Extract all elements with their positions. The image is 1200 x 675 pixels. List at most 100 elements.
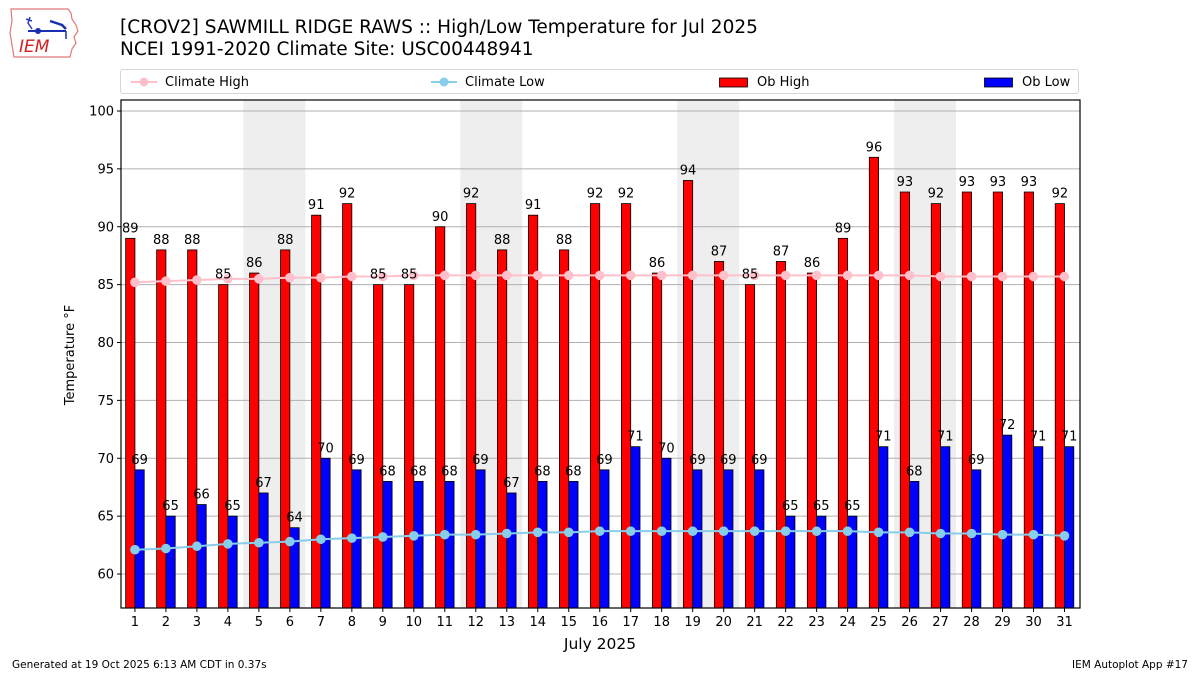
climate-high-point-day-2 xyxy=(161,276,171,286)
bar-ob-high-day-21 xyxy=(744,284,756,609)
climate-high-point-day-25 xyxy=(873,270,884,281)
y-axis-label: Temperature °F xyxy=(63,305,78,406)
label-ob-low-day-26: 68 xyxy=(906,464,923,479)
weekend-shade-day-26 xyxy=(894,100,926,608)
x-tick-label: 29 xyxy=(994,615,1011,630)
bar-ob-high-day-13 xyxy=(497,249,508,609)
x-tick-label: 11 xyxy=(437,615,454,630)
label-ob-high-day-28: 93 xyxy=(959,175,976,190)
climate-low-point-day-4 xyxy=(223,539,233,549)
y-tick-label: 70 xyxy=(97,452,114,467)
climate-low-point-day-11 xyxy=(439,529,450,540)
chart-title: [CROV2] SAWMILL RIDGE RAWS :: High/Low T… xyxy=(120,17,758,61)
label-ob-high-day-31: 92 xyxy=(1052,187,1069,202)
climate-high-line-icon xyxy=(131,77,157,87)
climate-high-point-day-12 xyxy=(470,270,481,281)
bar-ob-high-day-20 xyxy=(713,261,725,609)
bar-ob-low-day-1 xyxy=(134,469,145,609)
weekend-shade-day-5 xyxy=(243,100,275,608)
bar-ob-high-day-18 xyxy=(652,272,663,609)
bar-ob-low-day-26 xyxy=(909,480,920,609)
ob-high-patch-icon xyxy=(719,77,748,88)
climate-high-point-day-6 xyxy=(285,272,295,283)
climate-high-point-day-10 xyxy=(409,270,419,281)
bars xyxy=(125,156,1075,609)
label-ob-low-day-10: 68 xyxy=(410,464,427,479)
bar-ob-high-day-23 xyxy=(806,272,818,609)
plot-frame xyxy=(120,99,1081,609)
x-tick-label: 18 xyxy=(653,615,670,630)
bar-ob-high-day-6 xyxy=(280,249,291,609)
label-ob-low-day-5: 67 xyxy=(255,476,272,491)
climate-high-point-day-17 xyxy=(625,270,636,281)
climate-low-point-day-5 xyxy=(254,537,264,548)
label-ob-low-day-27: 71 xyxy=(937,430,954,445)
x-tick-label: 26 xyxy=(901,615,918,630)
title-line-1: [CROV2] SAWMILL RIDGE RAWS :: High/Low T… xyxy=(120,17,758,38)
x-tick-label: 22 xyxy=(777,615,794,630)
label-ob-high-day-25: 96 xyxy=(866,140,883,155)
bar-ob-low-day-7 xyxy=(320,457,331,609)
bar-ob-low-day-8 xyxy=(351,469,362,609)
label-ob-high-day-10: 85 xyxy=(401,268,418,283)
label-ob-low-day-22: 65 xyxy=(782,499,799,514)
label-ob-high-day-23: 86 xyxy=(804,256,821,271)
climate-high-point-day-30 xyxy=(1028,271,1039,282)
climate-low-point-day-19 xyxy=(687,526,698,536)
label-ob-low-day-21: 69 xyxy=(751,453,768,468)
label-ob-high-day-5: 86 xyxy=(246,256,263,271)
x-tick-label: 6 xyxy=(286,615,294,630)
x-tick-label: 12 xyxy=(468,615,485,630)
y-tick-label: 80 xyxy=(97,336,114,351)
label-ob-low-day-16: 69 xyxy=(596,453,613,468)
bar-ob-high-day-2 xyxy=(156,249,167,609)
climate-low-point-day-15 xyxy=(563,527,574,538)
label-ob-high-day-26: 93 xyxy=(897,175,914,190)
label-ob-high-day-27: 92 xyxy=(928,187,945,202)
x-tick-label: 1 xyxy=(131,615,139,630)
climate-low-point-day-22 xyxy=(780,526,791,536)
weekend-shading xyxy=(243,100,957,608)
label-ob-low-day-6: 64 xyxy=(286,511,303,526)
climate-high-point-day-18 xyxy=(656,270,667,281)
legend-item-ob-high: Ob High xyxy=(719,73,810,91)
label-ob-low-day-19: 69 xyxy=(689,453,706,468)
bar-ob-high-day-7 xyxy=(311,214,322,609)
label-ob-high-day-15: 88 xyxy=(556,233,573,248)
climate-low-point-day-17 xyxy=(625,526,636,536)
bar-ob-low-day-10 xyxy=(413,480,424,609)
climate-high-point-day-22 xyxy=(780,270,791,281)
x-tick-label: 8 xyxy=(348,615,356,630)
label-ob-low-day-25: 71 xyxy=(875,430,892,445)
climate-low-line-icon xyxy=(431,77,457,87)
label-ob-high-day-1: 89 xyxy=(122,221,139,236)
bar-ob-high-day-28 xyxy=(961,191,972,609)
x-tick-label: 25 xyxy=(870,615,887,630)
x-tick-label: 31 xyxy=(1056,615,1073,630)
climate-high-line xyxy=(134,274,1065,284)
bar-ob-low-day-4 xyxy=(227,515,238,609)
label-ob-low-day-8: 69 xyxy=(348,453,365,468)
legend-item-climate-high: Climate High xyxy=(131,73,249,91)
bar-ob-low-day-18 xyxy=(661,457,672,609)
data-labels: 89 69 88 65 88 66 85 65 86 67 88 64 91 70 92 69 85 68 85 68… xyxy=(122,140,1077,525)
bar-ob-high-day-4 xyxy=(218,284,229,609)
gridlines xyxy=(121,110,1080,575)
label-ob-low-day-17: 71 xyxy=(627,430,644,445)
label-ob-low-day-11: 68 xyxy=(441,464,458,479)
label-ob-low-day-24: 65 xyxy=(844,499,861,514)
label-ob-low-day-18: 70 xyxy=(658,441,675,456)
bar-ob-low-day-15 xyxy=(568,480,579,609)
bar-ob-high-day-26 xyxy=(899,191,910,609)
x-tick-label: 10 xyxy=(406,615,423,630)
y-tick-label: 85 xyxy=(97,278,114,293)
label-ob-high-day-20: 87 xyxy=(711,244,728,259)
bar-ob-high-day-19 xyxy=(682,180,694,609)
label-ob-high-day-16: 92 xyxy=(587,187,604,202)
bar-ob-low-day-30 xyxy=(1033,446,1044,609)
x-tick-label: 9 xyxy=(379,615,387,630)
x-tick-label: 20 xyxy=(715,615,732,630)
label-ob-high-day-18: 86 xyxy=(649,256,666,271)
climate-high-point-day-4 xyxy=(223,274,233,284)
y-tick-label: 95 xyxy=(97,162,114,177)
